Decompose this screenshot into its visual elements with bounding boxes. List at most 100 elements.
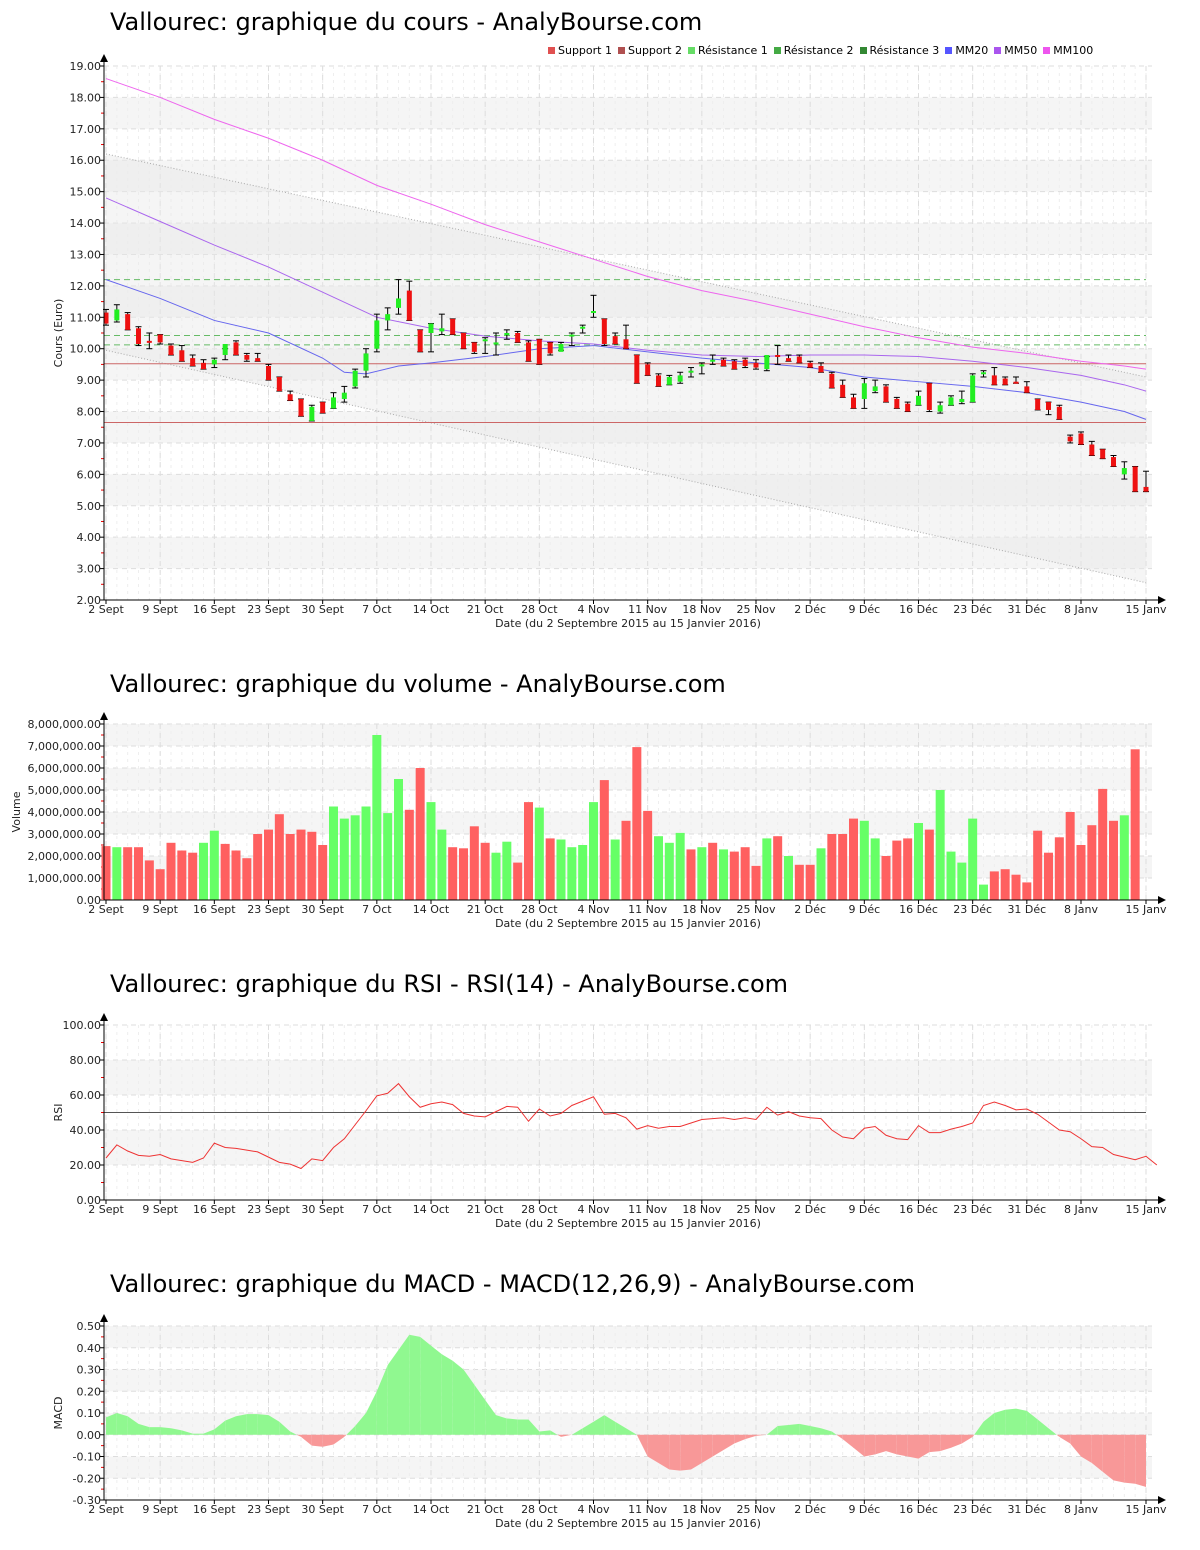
volume-bar [220,843,230,900]
x-tick-label: 2 Déc [794,1503,826,1516]
y-axis-label: Volume [10,791,23,832]
legend-label: Support 1 [558,44,612,57]
volume-bar [1044,852,1053,900]
candle-body [1046,402,1051,410]
x-tick-label: 7 Oct [362,1503,392,1516]
x-tick-label: 8 Janv [1064,1503,1098,1516]
macd-area [691,1434,702,1470]
volume-bar [155,869,165,900]
candle-body [233,342,239,355]
volume-bar [242,858,252,900]
candle-body [731,361,737,370]
y-tick-label: 14.00 [70,217,102,230]
x-tick-label: 7 Oct [362,603,392,616]
macd-area [1037,1419,1049,1435]
grid-band [104,1130,1152,1165]
macd-area [929,1434,941,1453]
volume-bar [1033,830,1043,900]
volume-bar [426,802,436,900]
x-tick-label: 21 Oct [467,1203,504,1216]
volume-bar [989,871,999,900]
volume-bar [350,815,360,900]
macd-area [1048,1428,1057,1435]
candle-body [515,333,521,343]
candle-body [103,312,109,324]
volume-bar [1076,845,1086,900]
volume-bar [307,831,317,900]
mm100-line [105,78,1147,370]
y-tick-label: 0.00 [77,1429,102,1442]
macd-area [940,1434,951,1452]
macd-area [907,1434,919,1459]
macd-area [181,1430,193,1435]
x-tick-label: 15 Janv [1126,903,1167,916]
y-tick-label: -0.10 [73,1451,101,1464]
macd-area [1005,1408,1016,1435]
candle-body [569,334,575,337]
macd-area [355,1413,366,1435]
volume-bar [339,818,349,900]
y-tick-label: 17.00 [70,123,102,136]
y-tick-label: 6.00 [77,468,102,481]
volume-bar [849,818,858,900]
x-tick-label: 2 Déc [794,603,826,616]
y-tick-label: 4,000,000.00 [28,806,101,819]
candle-body [1013,381,1019,384]
candle-body [244,354,250,360]
candle-body [1035,398,1041,410]
candle-body [775,354,781,357]
volume-bar [708,842,718,900]
candle-body [471,342,477,352]
volume-bar [112,847,122,900]
x-tick-label: 16 Déc [899,603,938,616]
candle-body [1121,468,1127,475]
y-tick-label: 5.00 [77,500,102,513]
x-tick-label: 16 Déc [899,1203,938,1216]
y-tick-label: 0.30 [77,1364,102,1377]
x-tick-label: 30 Sept [301,1503,344,1516]
x-axis-arrow-icon [1158,596,1166,604]
x-tick-label: 18 Nov [682,603,721,616]
y-tick-label: 3,000,000.00 [28,828,101,841]
volume-bar [816,848,826,900]
volume-bar [599,780,609,900]
macd-area [647,1434,659,1464]
candle-body [504,333,510,335]
x-tick-label: 14 Oct [413,903,450,916]
candle-body [309,406,315,421]
volume-bar [935,790,945,900]
macd-area [788,1423,800,1435]
x-tick-label: 2 Déc [794,1203,826,1216]
legend-label: Support 2 [627,44,682,57]
rsi-chart-title: Vallourec: graphique du RSI - RSI(14) - … [110,970,789,998]
y-tick-label: 7.00 [77,437,102,450]
macd-area [236,1414,247,1435]
legend-item: MM100 [1043,44,1093,57]
macd-area [571,1428,583,1435]
x-tick-label: 9 Déc [848,903,880,916]
volume-bar [838,834,848,900]
legend-item: MM50 [994,44,1037,57]
macd-area [810,1426,821,1435]
macd-area [582,1421,594,1435]
candle-body [157,334,163,343]
x-tick-label: 21 Oct [467,1503,504,1516]
candle-body [363,353,369,371]
volume-bar [1087,825,1097,900]
candle-body [493,342,499,345]
x-tick-label: 31 Déc [1007,1203,1046,1216]
volume-bar [134,847,143,900]
volume-bar [881,856,891,900]
candle-body [699,364,705,367]
macd-chart: -0.30 -0.20 -0.10 0.00 0.10 0.20 0.30 0.40 0.50 2… [52,1314,1167,1530]
y-axis-arrow-icon [100,1314,108,1322]
legend-label: MM100 [1053,44,1094,57]
x-axis-label: Date (du 2 Septembre 2015 au 15 Janvier … [495,1517,761,1530]
volume-bar [513,862,523,900]
macd-area [1124,1434,1136,1484]
macd-area [346,1426,356,1435]
volume-bar [502,841,512,900]
grid-band [104,160,1152,192]
x-tick-label: 28 Oct [521,1203,558,1216]
y-tick-label: 4.00 [77,531,102,544]
